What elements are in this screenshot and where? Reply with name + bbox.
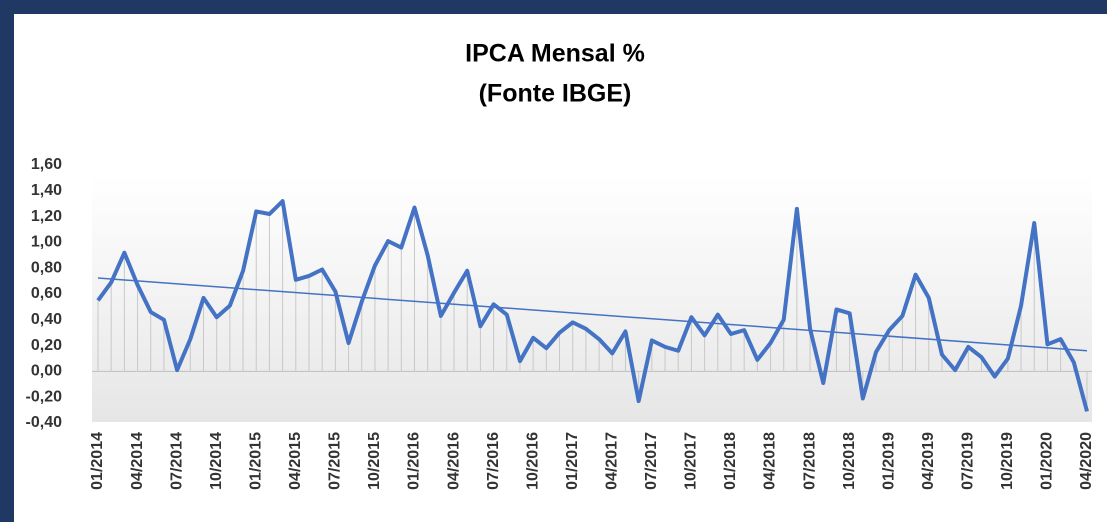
- y-tick-label: 0,40: [31, 311, 62, 328]
- x-tick-label: 10/2019: [999, 432, 1016, 490]
- x-tick-label: 01/2017: [564, 432, 581, 490]
- x-tick-label: 07/2018: [801, 432, 818, 490]
- x-tick-label: 10/2016: [524, 432, 541, 490]
- y-tick-label: 1,60: [31, 156, 62, 173]
- y-tick-label: 0,20: [31, 337, 62, 354]
- y-tick-label: 0,00: [31, 363, 62, 380]
- y-tick-label: 1,20: [31, 208, 62, 225]
- y-tick-label: 0,80: [31, 259, 62, 276]
- x-tick-label: 10/2014: [208, 432, 225, 490]
- x-tick-label: 01/2019: [880, 432, 897, 490]
- x-tick-label: 04/2019: [920, 432, 937, 490]
- y-tick-label: -0,40: [26, 414, 63, 431]
- y-tick-label: 0,60: [31, 285, 62, 302]
- y-tick-label: 1,00: [31, 234, 62, 251]
- y-tick-label: -0,20: [26, 388, 63, 405]
- trend-line: [97, 277, 1088, 352]
- series-line: [96, 199, 1089, 412]
- chart-title: IPCA Mensal %: [465, 40, 645, 68]
- x-tick-label: 01/2015: [247, 432, 264, 490]
- x-tick-label: 04/2015: [287, 432, 304, 490]
- x-tick-label: 07/2019: [960, 432, 977, 490]
- x-tick-label: 07/2017: [643, 432, 660, 490]
- x-tick-label: 01/2018: [722, 432, 739, 490]
- x-tick-label: 07/2014: [168, 432, 185, 490]
- x-tick-label: 04/2018: [762, 432, 779, 490]
- plot-area: [92, 175, 1092, 422]
- x-tick-label: 04/2014: [129, 432, 146, 490]
- x-tick-label: 01/2016: [406, 432, 423, 490]
- chart-subtitle: (Fonte IBGE): [479, 80, 632, 108]
- x-tick-label: 04/2016: [445, 432, 462, 490]
- x-tick-label: 07/2015: [327, 432, 344, 490]
- x-tick-label: 01/2014: [89, 432, 106, 490]
- x-tick-label: 01/2020: [1039, 432, 1056, 490]
- x-tick-label: 07/2016: [485, 432, 502, 490]
- x-tick-label: 10/2018: [841, 432, 858, 490]
- x-tick-label: 04/2020: [1078, 432, 1095, 490]
- x-tick-label: 04/2017: [603, 432, 620, 490]
- x-tick-label: 10/2015: [366, 432, 383, 490]
- y-tick-label: 1,40: [31, 182, 62, 199]
- x-tick-label: 10/2017: [683, 432, 700, 490]
